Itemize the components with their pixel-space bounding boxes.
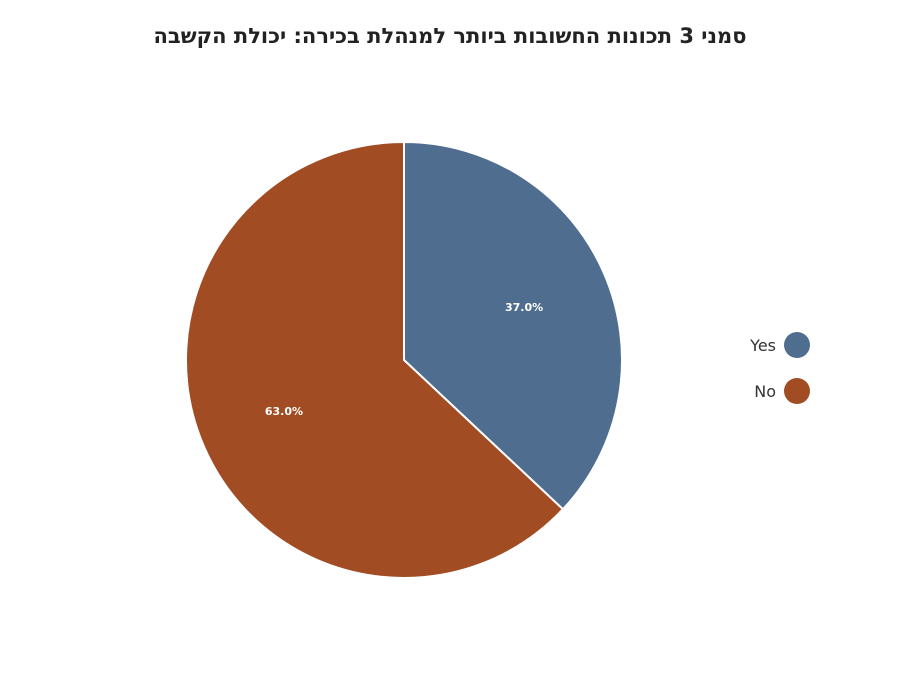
legend-label-yes: Yes: [750, 335, 776, 355]
legend-item-yes[interactable]: Yes: [700, 322, 810, 368]
pie-slice-no[interactable]: [185, 140, 565, 579]
pie-slices: [185, 140, 623, 579]
legend: Yes No: [700, 322, 810, 414]
pie-slice-yes[interactable]: [403, 140, 623, 511]
legend-item-no[interactable]: No: [700, 368, 810, 414]
chart-title: סמני 3 תכונות החשובות ביותר למנהלת בכירה…: [153, 24, 747, 48]
legend-swatch-yes: [784, 332, 810, 358]
legend-label-no: No: [754, 381, 776, 401]
legend-swatch-no: [784, 378, 810, 404]
slice-label-yes: 37.0%: [505, 301, 543, 314]
slice-label-no: 63.0%: [265, 405, 303, 418]
pie-slice-labels: 37.0% 63.0%: [265, 301, 543, 418]
